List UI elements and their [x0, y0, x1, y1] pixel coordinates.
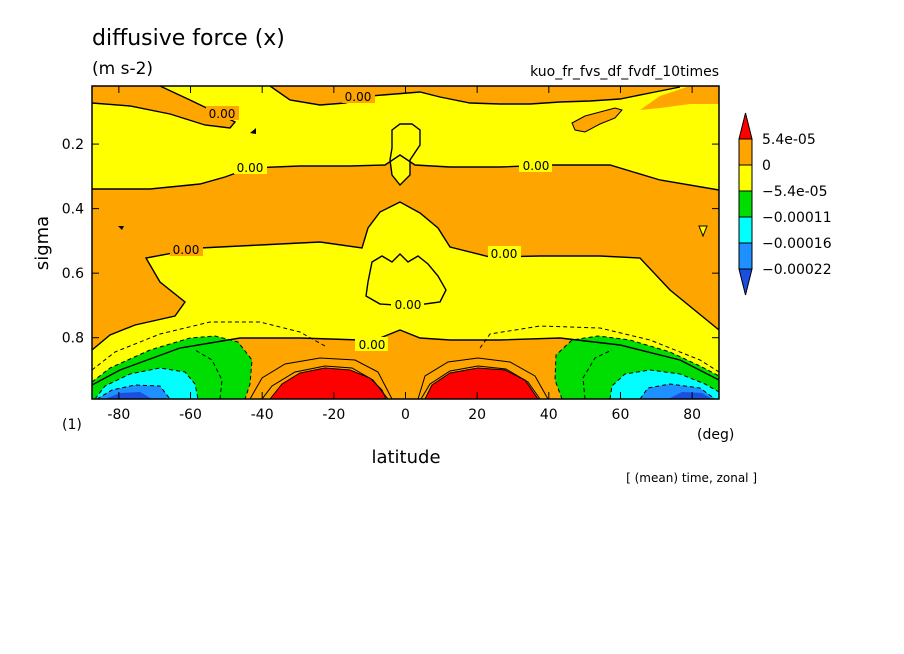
black-dot-left	[118, 226, 124, 230]
x-axis-ticks: -80 -60 -40 -20 0 20 40 60 80	[107, 86, 701, 423]
x-tick-label: -60	[179, 407, 202, 423]
contour-label: 0.00	[173, 243, 200, 257]
x-tick-label: 20	[468, 407, 486, 423]
black-marker-left	[250, 128, 256, 134]
contour-label: 0.00	[359, 338, 386, 352]
zero-contour-lines	[92, 86, 719, 386]
darkblue-region-north	[668, 392, 712, 399]
x-axis-label: latitude	[371, 447, 440, 468]
panel-label: (1)	[62, 417, 82, 433]
colorbar-label: −0.00016	[762, 236, 832, 252]
contour-label: 0.00	[345, 90, 372, 104]
colorbar: 5.4e-05 0 −5.4e-05 −0.00011 −0.00016 −0.00022	[738, 112, 832, 296]
y-axis-ticks: 0.2 0.4 0.6 0.8	[62, 137, 719, 347]
contour-label: 0.00	[523, 159, 550, 173]
x-tick-label: 0	[401, 407, 410, 423]
colorbar-swatch	[738, 138, 753, 166]
orange-patch-upper-right	[571, 107, 623, 133]
experiment-label: kuo_fr_fvs_df_fvdf_10times	[530, 64, 719, 80]
y-tick-label: 0.8	[62, 331, 84, 347]
colorbar-label: −0.00022	[762, 262, 832, 278]
colorbar-swatch	[738, 164, 753, 192]
x-tick-label: 80	[683, 407, 701, 423]
y-tick-label: 0.4	[62, 202, 84, 218]
red-core-south	[270, 368, 386, 399]
orange-region-top-right	[640, 86, 719, 110]
y-tick-label: 0.2	[62, 137, 84, 153]
darkblue-region-south	[105, 392, 152, 399]
contour-label: 0.00	[237, 161, 264, 175]
positive-contour-lines	[249, 357, 549, 399]
y-axis-label: sigma	[32, 216, 53, 270]
yellow-dot-right	[698, 225, 708, 238]
x-tick-label: -40	[251, 407, 274, 423]
orange-region-top-left	[92, 86, 235, 128]
contour-label: 0.00	[209, 107, 236, 121]
yellow-blob-center	[366, 254, 446, 306]
colorbar-label: −5.4e-05	[762, 184, 827, 200]
contour-field: 0.00 0.00 0.00 0.00 0.00 0.00 0.00 0.00	[92, 86, 719, 399]
colorbar-swatch	[738, 268, 753, 296]
x-tick-label: 40	[540, 407, 558, 423]
colorbar-swatch	[738, 190, 753, 218]
y-tick-label: 0.6	[62, 266, 84, 282]
x-tick-label: 60	[612, 407, 630, 423]
colorbar-swatch	[738, 112, 753, 140]
colorbar-label: 5.4e-05	[762, 132, 816, 148]
chart-units: (m s-2)	[92, 59, 153, 79]
x-axis-units: (deg)	[697, 427, 734, 443]
chart-title: diffusive force (x)	[92, 26, 285, 51]
orange-region-top-center	[270, 86, 719, 105]
red-core-north	[425, 368, 538, 399]
colorbar-label: 0	[762, 158, 771, 174]
yellow-finger-center	[390, 124, 420, 185]
colorbar-swatch	[738, 242, 753, 270]
orange-region-middle	[92, 155, 719, 350]
colorbar-swatch	[738, 216, 753, 244]
contour-labels: 0.00 0.00 0.00 0.00 0.00 0.00 0.00 0.00	[170, 89, 552, 352]
contour-label: 0.00	[491, 247, 518, 261]
colorbar-label: −0.00011	[762, 210, 832, 226]
footer-note: [ (mean) time, zonal ]	[626, 471, 757, 485]
x-tick-label: -80	[107, 407, 130, 423]
x-tick-label: -20	[322, 407, 345, 423]
contour-label: 0.00	[395, 298, 422, 312]
negative-contour-lines	[92, 321, 719, 399]
